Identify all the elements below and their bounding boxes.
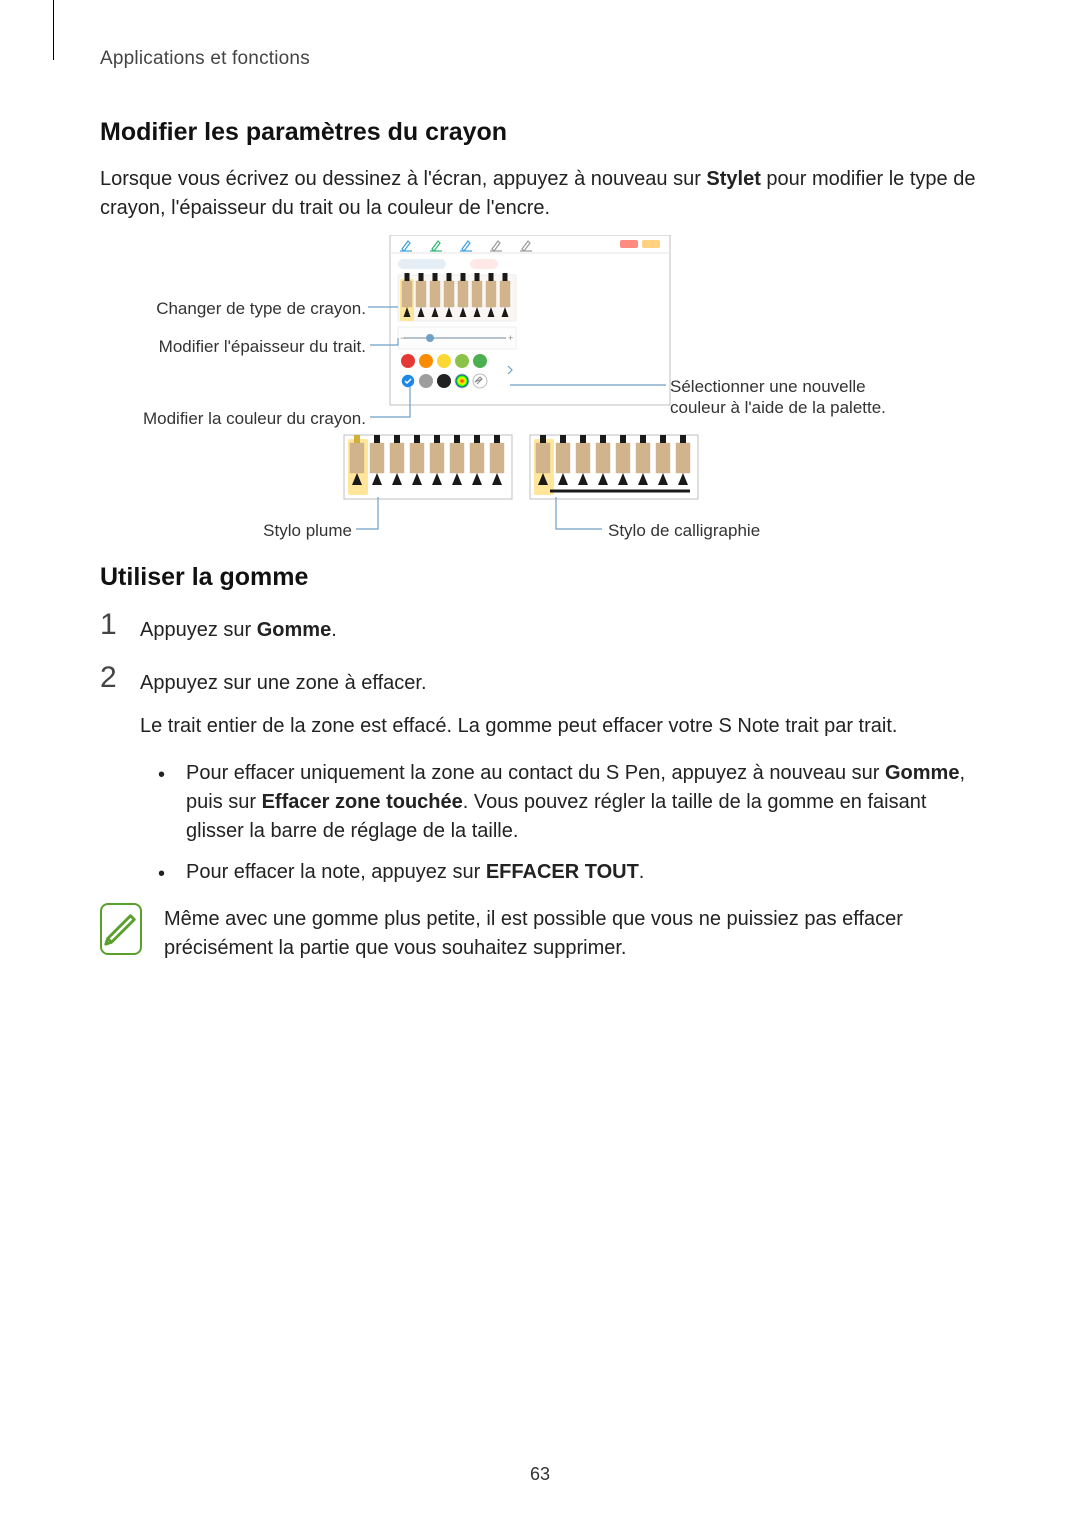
step-1: 1 Appuyez sur Gomme. (100, 610, 980, 645)
page-left-rule (53, 0, 54, 60)
note-icon (100, 903, 142, 955)
tab-pill-right (470, 259, 498, 269)
page-number: 63 (0, 1464, 1080, 1485)
subpanel-calli (530, 435, 698, 499)
toolbar-pill-2 (642, 240, 660, 248)
section-title-pen-settings: Modifier les paramètres du crayon (100, 118, 980, 147)
step1-bold: Gomme (257, 619, 331, 641)
numbered-steps: 1 Appuyez sur Gomme. 2 Appuyez sur une z… (100, 610, 980, 741)
bullet-dot-icon: • (158, 858, 168, 889)
bullet1-pre: Pour effacer uniquement la zone au conta… (186, 762, 885, 784)
step2-line1: Appuyez sur une zone à effacer. (140, 669, 897, 698)
bullet1-bold1: Gomme (885, 762, 959, 784)
bullet2-bold: EFFACER TOUT (486, 861, 639, 883)
section1-paragraph: Lorsque vous écrivez ou dessinez à l'écr… (100, 165, 980, 223)
note-block: Même avec une gomme plus petite, il est … (100, 903, 980, 963)
bullet-1: • Pour effacer uniquement la zone au con… (158, 759, 980, 846)
bullet-dot-icon: • (158, 759, 168, 846)
section1-para-bold: Stylet (706, 168, 760, 190)
note-text: Même avec une gomme plus petite, il est … (164, 903, 980, 963)
toolbar-pill-1 (620, 240, 638, 248)
bullet-2: • Pour effacer la note, appuyez sur EFFA… (158, 858, 980, 889)
section1-para-before: Lorsque vous écrivez ou dessinez à l'écr… (100, 168, 706, 190)
bullet2-post: . (639, 861, 645, 883)
bullet-list: • Pour effacer uniquement la zone au con… (158, 759, 980, 889)
svg-text:+: + (508, 333, 513, 343)
tab-pill-left (398, 259, 446, 269)
leader-fountain (356, 497, 378, 529)
bullet2-pre: Pour effacer la note, appuyez sur (186, 861, 486, 883)
svg-text:−: − (400, 333, 405, 343)
subpanel-fountain (344, 435, 512, 499)
pen-type-bg (398, 275, 516, 321)
step-2: 2 Appuyez sur une zone à effacer. Le tra… (100, 663, 980, 741)
step-1-number: 1 (100, 610, 126, 645)
pen-settings-figure: Changer de type de crayon. Modifier l'ép… (130, 235, 950, 545)
leader-calli (556, 497, 602, 529)
step1-prefix: Appuyez sur (140, 619, 257, 641)
section-title-eraser: Utiliser la gomme (100, 563, 980, 592)
figure-svg: − + (130, 235, 950, 545)
step-2-number: 2 (100, 663, 126, 741)
running-header: Applications et fonctions (100, 48, 980, 70)
step2-line2: Le trait entier de la zone est effacé. L… (140, 712, 897, 741)
bullet1-bold2: Effacer zone touchée (262, 791, 463, 813)
thickness-thumb (426, 334, 434, 342)
step1-suffix: . (331, 619, 337, 641)
